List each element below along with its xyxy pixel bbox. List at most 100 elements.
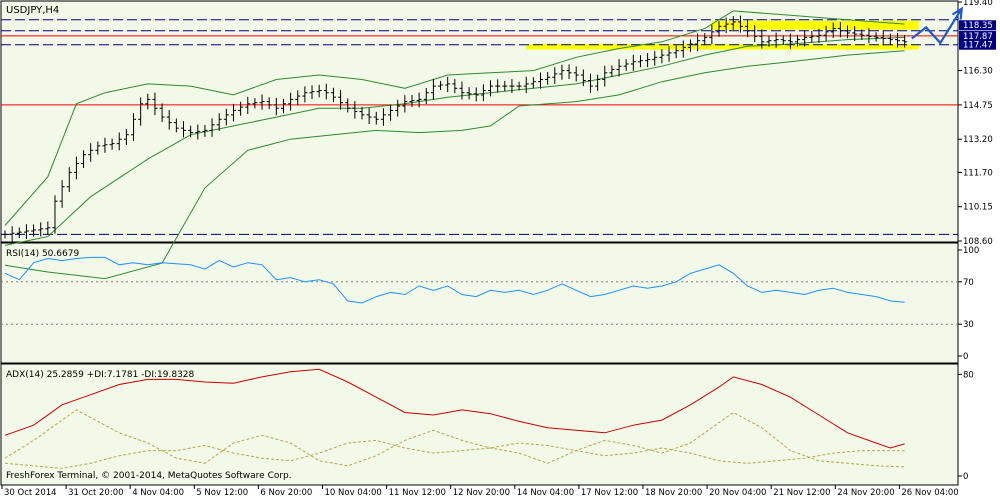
price-bar bbox=[59, 180, 65, 208]
price-bar bbox=[652, 51, 658, 66]
price-axis-tick-label: 114.75 bbox=[963, 101, 993, 111]
price-bar bbox=[309, 85, 315, 100]
price-label-box bbox=[959, 30, 996, 41]
price-bar bbox=[66, 167, 72, 192]
price-axis-tick-label: 108.60 bbox=[963, 237, 993, 247]
time-axis-tick-label: 12 Nov 20:00 bbox=[453, 488, 510, 498]
adx-label: ADX(14) 25.2859 +DI:7.1781 -DI:19.8328 bbox=[6, 370, 195, 380]
time-axis-tick-label: 4 Nov 04:00 bbox=[132, 488, 184, 498]
price-bar bbox=[545, 72, 551, 85]
price-bar bbox=[623, 59, 629, 71]
price-bar bbox=[709, 24, 715, 45]
price-bar bbox=[330, 87, 336, 103]
price-bar bbox=[866, 28, 872, 44]
minus-di-line bbox=[4, 439, 905, 469]
price-bar bbox=[602, 65, 608, 87]
price-bar bbox=[802, 30, 808, 47]
price-bar bbox=[845, 25, 851, 39]
rsi-label: RSI(14) 50.6679 bbox=[6, 249, 79, 259]
price-bar bbox=[23, 224, 29, 239]
time-axis-tick-label: 14 Nov 04:00 bbox=[517, 488, 574, 498]
price-bar bbox=[16, 227, 22, 239]
price-bar bbox=[716, 21, 722, 37]
price-bar bbox=[345, 98, 351, 113]
time-axis-tick-label: 21 Nov 12:00 bbox=[773, 488, 830, 498]
price-bar bbox=[852, 26, 858, 41]
price-bar bbox=[366, 107, 372, 125]
price-label-box bbox=[959, 39, 996, 50]
price-bar bbox=[380, 108, 386, 126]
price-bar bbox=[52, 195, 58, 234]
price-bar bbox=[238, 101, 244, 116]
price-bar bbox=[887, 33, 893, 45]
price-bar bbox=[595, 74, 601, 91]
price-bar bbox=[445, 76, 451, 93]
price-bar bbox=[459, 81, 465, 100]
highlight-band bbox=[711, 20, 919, 30]
price-bar bbox=[88, 143, 94, 162]
price-axis-tick-label: 119.40 bbox=[963, 0, 993, 8]
price-bar bbox=[587, 73, 593, 93]
price-bar bbox=[216, 113, 222, 131]
price-bar bbox=[316, 84, 322, 98]
price-label-text: 117.47 bbox=[963, 41, 993, 51]
price-bar bbox=[373, 111, 379, 125]
bollinger-lower-line bbox=[4, 50, 905, 280]
price-bar bbox=[787, 33, 793, 49]
price-bar bbox=[252, 98, 258, 109]
price-bar bbox=[430, 79, 436, 100]
price-bar bbox=[209, 118, 215, 137]
bollinger-middle-line bbox=[4, 36, 905, 246]
price-bar bbox=[630, 54, 636, 71]
price-bar bbox=[2, 230, 8, 239]
price-axis-tick-label: 110.15 bbox=[963, 203, 993, 213]
rsi-axis-tick-label: 0 bbox=[963, 352, 968, 362]
bollinger-upper-line bbox=[4, 10, 905, 226]
price-label-text: 118.35 bbox=[963, 21, 993, 31]
main-panel bbox=[0, 0, 959, 243]
copyright-text: FreshForex Terminal, © 2001-2014, MetaQu… bbox=[6, 471, 292, 481]
adx-axis-tick-label: 80 bbox=[963, 370, 974, 380]
price-bar bbox=[552, 67, 558, 84]
price-bar bbox=[559, 64, 565, 80]
price-layer bbox=[1, 6, 964, 280]
price-bar bbox=[395, 99, 401, 117]
price-axis-tick-label: 113.20 bbox=[963, 135, 993, 145]
price-bar bbox=[538, 72, 543, 89]
price-bar bbox=[273, 97, 279, 116]
price-bar bbox=[102, 137, 108, 153]
time-axis-tick-label: 24 Nov 20:00 bbox=[837, 488, 894, 498]
adx-axis-tick-label: 0 bbox=[963, 472, 968, 482]
price-bar bbox=[166, 110, 172, 130]
price-axis-tick-label: 111.70 bbox=[963, 168, 993, 178]
price-bar bbox=[880, 30, 886, 46]
adx-panel bbox=[0, 363, 959, 486]
price-bar bbox=[280, 98, 286, 114]
time-axis-tick-label: 10 Nov 04:00 bbox=[325, 488, 382, 498]
price-bar bbox=[616, 59, 622, 77]
price-bar bbox=[473, 87, 479, 102]
adx-line bbox=[4, 368, 905, 449]
price-bar bbox=[466, 87, 472, 100]
price-bar bbox=[773, 32, 779, 48]
price-bar bbox=[745, 19, 751, 38]
price-bar bbox=[566, 64, 572, 79]
price-bar bbox=[687, 39, 693, 52]
forecast-line bbox=[911, 8, 963, 45]
price-bar bbox=[573, 66, 579, 82]
price-bar bbox=[480, 84, 486, 102]
price-bar bbox=[38, 222, 44, 237]
price-label-text: 117.87 bbox=[963, 32, 993, 42]
time-axis-tick-label: 20 Nov 04:00 bbox=[709, 488, 766, 498]
rsi-axis-tick-label: 30 bbox=[963, 320, 974, 330]
price-bar bbox=[266, 97, 272, 110]
price-bar bbox=[516, 81, 522, 91]
highlight-band bbox=[526, 44, 919, 50]
price-bar bbox=[766, 35, 772, 47]
price-bar bbox=[530, 77, 536, 89]
rsi-line bbox=[4, 256, 905, 304]
price-bar bbox=[495, 79, 501, 93]
price-bar bbox=[81, 150, 87, 168]
